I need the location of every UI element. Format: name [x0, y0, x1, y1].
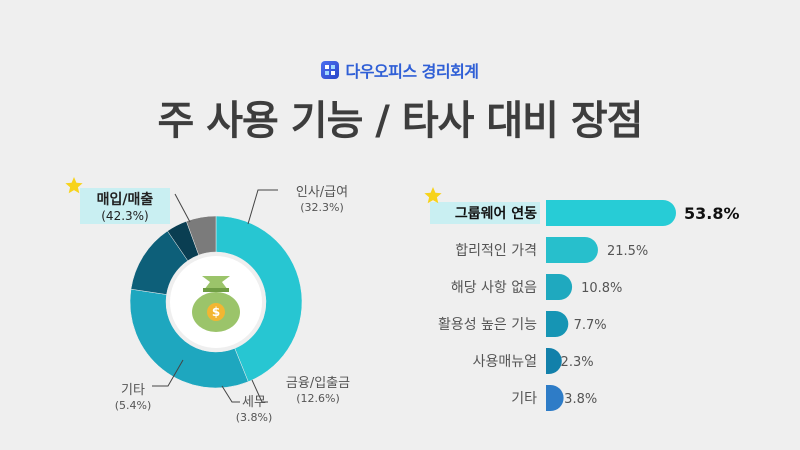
page-title: 주 사용 기능 / 타사 대비 장점 — [157, 98, 644, 144]
bar-4 — [546, 348, 562, 374]
brand-header: 다우오피스 경리회계 — [0, 58, 800, 82]
bar-value-label-2: 10.8% — [581, 281, 622, 296]
brand-name: 다우오피스 경리회계 — [345, 62, 479, 81]
bar-2 — [546, 274, 573, 300]
bar-label-2: 해당 사항 없음 — [451, 280, 537, 296]
bar-label-3: 활용성 높은 기능 — [438, 317, 537, 333]
app-logo-icon — [321, 61, 340, 79]
bar-value-label-5: 3.8% — [564, 392, 597, 407]
bar-5 — [546, 385, 564, 411]
bar-0 — [546, 200, 676, 226]
donut-slice-0 — [215, 215, 303, 383]
bar-value-label-3: 7.7% — [574, 318, 607, 333]
bar-3 — [546, 311, 569, 337]
donut-value-label-0: (42.3%) — [101, 209, 148, 223]
bar-value-label-1: 21.5% — [607, 244, 648, 259]
donut-value-label-4: (5.4%) — [115, 399, 152, 412]
bar-value-label-0: 53.8% — [684, 204, 740, 223]
bar-label-1: 합리적인 가격 — [455, 243, 537, 259]
bar-label-4: 사용매뉴얼 — [473, 354, 537, 370]
donut-label-4: 기타 — [121, 383, 145, 398]
donut-value-label-3: (3.8%) — [236, 411, 273, 424]
svg-text:$: $ — [212, 305, 220, 319]
money-bag-icon: $ — [170, 256, 262, 348]
donut-slice-4 — [186, 215, 217, 256]
donut-label-0: 매입/매출 — [97, 191, 154, 208]
bar-value-label-4: 2.3% — [561, 355, 594, 370]
leader-lines — [152, 189, 278, 403]
star-icon — [65, 177, 83, 194]
bar-label-0: 그룹웨어 연동 — [455, 205, 537, 222]
bar-1 — [546, 237, 598, 263]
star-icon — [424, 187, 442, 204]
donut-value-label-1: (32.3%) — [300, 201, 344, 214]
donut-slice-1 — [129, 288, 249, 389]
donut-label-1: 인사/급여 — [296, 185, 348, 200]
bar-label-5: 기타 — [511, 391, 537, 407]
donut-label-2: 금융/입출금 — [286, 376, 350, 391]
bar-label-highlight — [430, 202, 540, 224]
donut-label-highlight — [80, 188, 170, 224]
donut-value-label-2: (12.6%) — [296, 392, 340, 405]
donut-labels: 매입/매출(42.3%)인사/급여(32.3%)금융/입출금(12.6%)세무(… — [65, 177, 350, 424]
donut-label-3: 세무 — [242, 395, 266, 410]
